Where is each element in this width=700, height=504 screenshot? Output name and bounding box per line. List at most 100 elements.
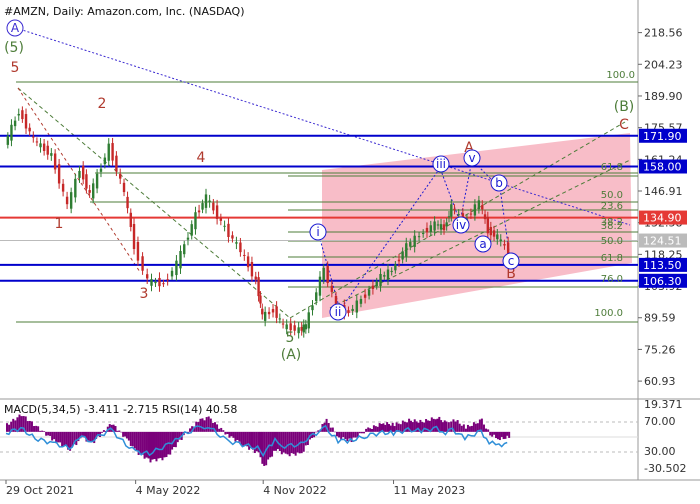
candle-body xyxy=(281,323,285,325)
macd-bar xyxy=(472,422,475,432)
candle-body xyxy=(496,234,499,240)
indicator-axis: 19.371 70.00 30.00 -30.502 xyxy=(644,398,686,475)
macd-bar xyxy=(462,424,465,432)
macd-bar xyxy=(226,431,229,435)
wave-label: 3 xyxy=(140,286,149,302)
macd-bar xyxy=(155,431,158,462)
candle-body xyxy=(477,200,481,210)
macd-bar xyxy=(352,431,355,438)
candle-body xyxy=(401,251,404,260)
candle-body xyxy=(326,265,329,284)
candle-body xyxy=(259,295,262,304)
price-tag-label: 113.50 xyxy=(643,259,682,272)
price-tick-label: 146.91 xyxy=(644,185,683,198)
time-axis[interactable]: 29 Oct 2021 4 May 2022 4 Nov 2022 11 May 20… xyxy=(5,480,466,497)
macd-bar xyxy=(274,431,277,451)
candle-body xyxy=(53,153,57,170)
candle-body xyxy=(375,281,378,287)
candle-body xyxy=(457,214,460,216)
macd-bar xyxy=(248,431,251,450)
candle-body xyxy=(129,212,132,228)
macd-bar xyxy=(425,419,428,432)
macd-bar xyxy=(205,417,208,432)
wave-label: A xyxy=(11,21,20,35)
candle-body xyxy=(166,279,169,281)
wave-label: c xyxy=(508,254,515,268)
macd-bar xyxy=(391,422,394,432)
price-tag-label: 134.90 xyxy=(643,212,682,225)
macd-bar xyxy=(367,427,370,432)
macd-bar xyxy=(211,422,214,432)
candle-body xyxy=(17,113,20,116)
macd-bar xyxy=(67,431,70,450)
candle-body xyxy=(13,120,17,127)
macd-bar xyxy=(382,423,385,432)
candle-body xyxy=(351,308,354,311)
elliott-wave-labels: 5 2 4 1 3 A B C (5) 5 (A) (B) xyxy=(4,40,634,363)
candle-body xyxy=(197,210,201,213)
fibo-label: 76.0 xyxy=(601,274,623,285)
macd-bar xyxy=(51,431,54,441)
macd-bar xyxy=(24,416,27,432)
macd-bar xyxy=(389,425,392,432)
macd-bar xyxy=(234,431,237,442)
macd-bar xyxy=(296,431,299,453)
candle-body xyxy=(363,294,367,298)
macd-bar xyxy=(458,423,461,432)
macd-bar xyxy=(428,420,431,432)
macd-bar xyxy=(147,431,150,459)
price-tag-label: 106.30 xyxy=(643,275,682,288)
candle-body xyxy=(506,242,510,255)
forecast-channel[interactable] xyxy=(322,133,632,318)
price-tick-label: 75.26 xyxy=(644,343,676,356)
fibonacci-grid[interactable] xyxy=(16,81,638,323)
macd-bar xyxy=(447,422,450,432)
time-tick-label: 4 Nov 2022 xyxy=(263,484,326,497)
candle-body xyxy=(394,264,397,271)
macd-bar xyxy=(135,431,138,451)
macd-bar xyxy=(20,416,23,432)
macd-bar xyxy=(174,431,177,448)
macd-bar xyxy=(363,431,366,434)
candle-body xyxy=(297,327,300,334)
macd-bar xyxy=(157,431,160,459)
candle-body xyxy=(122,182,126,193)
fibo-label: 50.0 xyxy=(601,190,623,201)
macd-bar xyxy=(450,421,453,432)
candle-body xyxy=(243,254,246,256)
candle-body xyxy=(158,277,161,287)
macd-bar xyxy=(466,424,469,432)
candle-body xyxy=(246,256,250,268)
macd-bar xyxy=(350,431,353,443)
candle-body xyxy=(74,178,77,198)
time-tick-label: 11 May 2023 xyxy=(394,484,466,497)
circled-wave-labels: A i ii iii iv v a b c xyxy=(6,19,520,321)
candle-body xyxy=(162,283,165,285)
macd-bar xyxy=(482,424,485,432)
candle-body xyxy=(334,295,338,308)
macd-bar xyxy=(240,431,243,446)
macd-bar xyxy=(276,431,279,450)
candle-body xyxy=(141,256,144,271)
candle-body xyxy=(469,213,473,215)
candle-body xyxy=(481,205,484,210)
macd-bar xyxy=(356,431,359,438)
macd-bar xyxy=(176,431,179,443)
price-tag-label: 171.90 xyxy=(643,130,682,143)
time-tick-label: 4 May 2022 xyxy=(136,484,201,497)
indicator-panel[interactable]: MACD(5,34,5) -3.411 -2.715 RSI(14) 40.58… xyxy=(0,398,686,475)
macd-bar xyxy=(292,431,295,454)
macd-bar xyxy=(203,420,206,432)
macd-bar xyxy=(8,424,11,432)
macd-bar xyxy=(139,431,142,454)
macd-bar xyxy=(191,426,194,432)
macd-bar xyxy=(468,426,471,432)
candle-body xyxy=(442,224,446,231)
macd-bar xyxy=(63,431,66,446)
candle-body xyxy=(208,200,211,203)
price-tag-box xyxy=(639,128,687,143)
candle-body xyxy=(179,250,182,269)
macd-bar xyxy=(209,418,212,432)
macd-bar xyxy=(39,430,42,432)
